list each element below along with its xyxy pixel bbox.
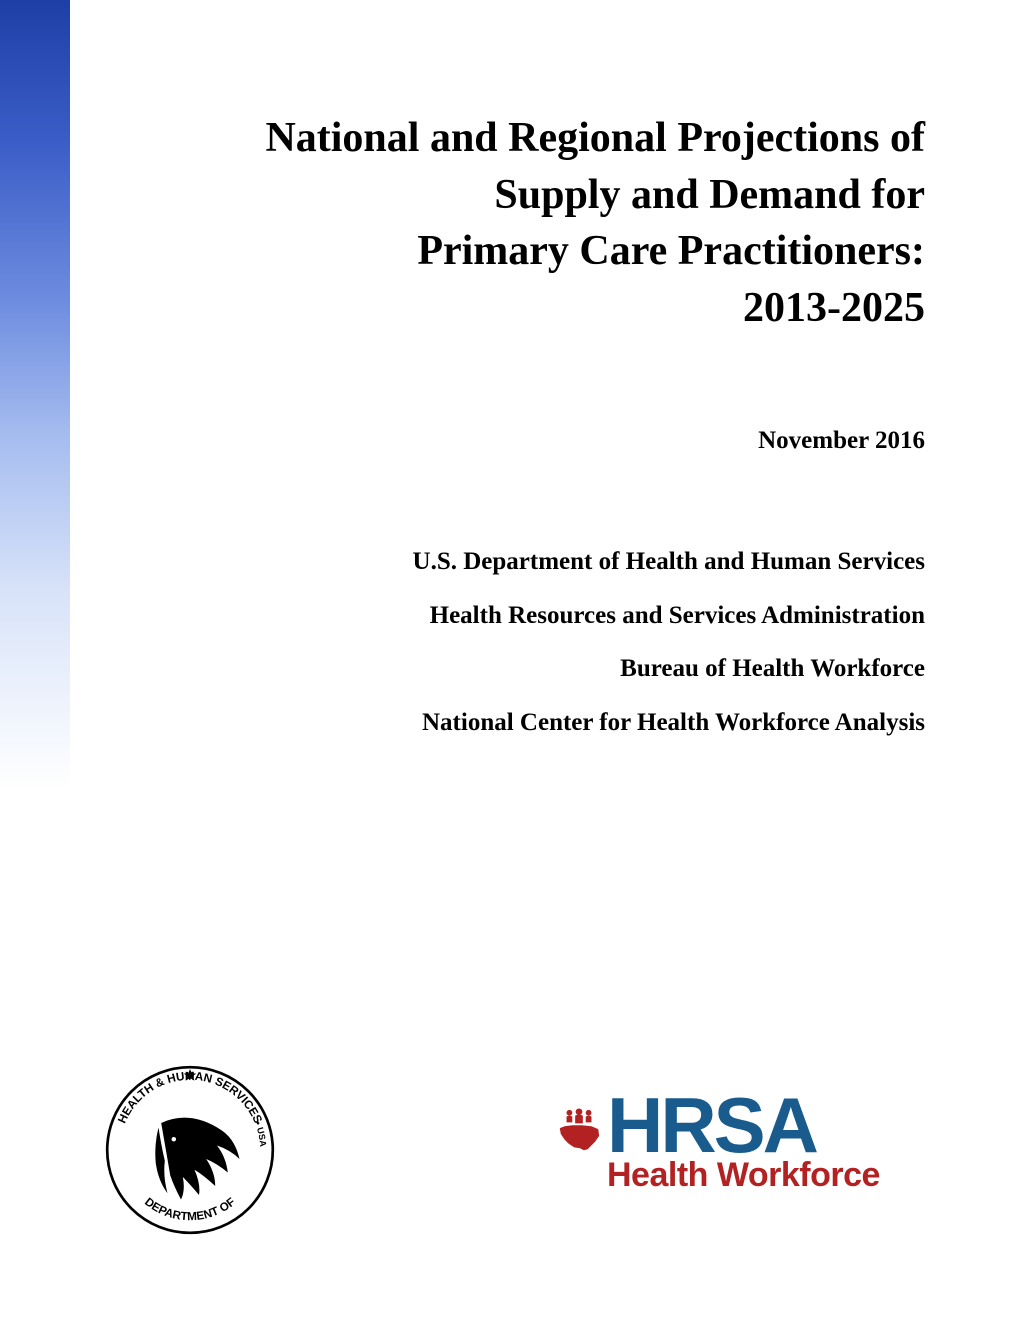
hrsa-top-row: HRSA [555, 1090, 816, 1160]
left-gradient-bar [0, 0, 70, 790]
title-line-4: 2013-2025 [100, 280, 925, 337]
title-line-1: National and Regional Projections of [100, 110, 925, 167]
organization-list: U.S. Department of Health and Human Serv… [100, 535, 925, 750]
org-line-3: Bureau of Health Workforce [100, 642, 925, 696]
svg-text:HEALTH & HUMAN SERVICES: HEALTH & HUMAN SERVICES [116, 1070, 265, 1126]
title-line-3: Primary Care Practitioners: [100, 223, 925, 280]
org-line-2: Health Resources and Services Administra… [100, 589, 925, 643]
hhs-seal-logo: HEALTH & HUMAN SERVICES • USA DEPARTMENT… [100, 1060, 280, 1240]
org-line-1: U.S. Department of Health and Human Serv… [100, 535, 925, 589]
svg-text:DEPARTMENT OF: DEPARTMENT OF [142, 1195, 238, 1223]
hhs-seal-icon: HEALTH & HUMAN SERVICES • USA DEPARTMENT… [100, 1060, 280, 1240]
main-content: National and Regional Projections of Sup… [100, 110, 925, 750]
publication-date: November 2016 [100, 427, 925, 455]
logo-row: HEALTH & HUMAN SERVICES • USA DEPARTMENT… [100, 1060, 925, 1240]
title-line-2: Supply and Demand for [100, 167, 925, 224]
org-line-4: National Center for Health Workforce Ana… [100, 696, 925, 750]
hrsa-map-icon [555, 1107, 603, 1155]
hrsa-logo: HRSA Health Workforce [555, 1090, 925, 1210]
document-title: National and Regional Projections of Sup… [100, 110, 925, 337]
svg-text:• USA: • USA [253, 1120, 268, 1148]
hrsa-acronym: HRSA [607, 1090, 816, 1160]
hrsa-subtitle: Health Workforce [607, 1156, 880, 1195]
